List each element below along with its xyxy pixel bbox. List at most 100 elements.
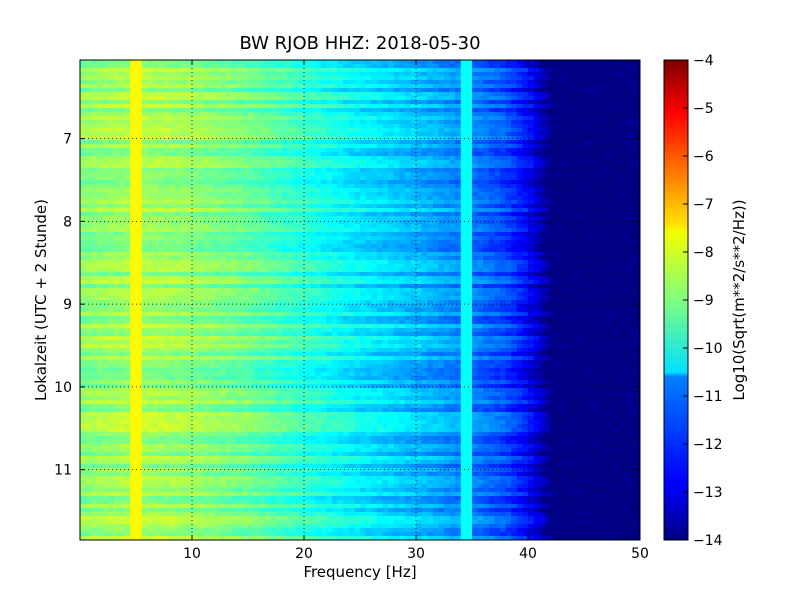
heatmap-cell [197,68,204,73]
heatmap-cell [416,240,423,245]
heatmap-cell [102,228,109,233]
heatmap-cell [113,140,120,145]
heatmap-cell [472,136,479,141]
heatmap-cell [164,156,171,161]
heatmap-cell [214,64,221,69]
heatmap-cell [561,220,568,225]
heatmap-cell [544,232,551,237]
heatmap-cell [315,104,322,109]
heatmap-cell [343,108,350,113]
heatmap-cell [203,196,210,201]
heatmap-cell [225,116,232,121]
heatmap-cell [382,236,389,241]
heatmap-cell [483,60,490,65]
heatmap-cell [449,216,456,221]
heatmap-cell [136,88,143,93]
heatmap-cell [472,72,479,77]
heatmap-cell [404,244,411,249]
heatmap-cell [388,192,395,197]
heatmap-cell [483,180,490,185]
heatmap-cell [455,72,462,77]
heatmap-cell [578,156,585,161]
heatmap-cell [180,252,187,257]
heatmap-cell [584,132,591,137]
heatmap-cell [287,160,294,165]
heatmap-cell [421,148,428,153]
heatmap-cell [561,244,568,249]
heatmap-cell [444,124,451,129]
heatmap-cell [365,112,372,117]
heatmap-cell [197,212,204,217]
heatmap-cell [539,64,546,69]
heatmap-cell [410,104,417,109]
heatmap-cell [410,184,417,189]
heatmap-cell [511,172,518,177]
heatmap-cell [276,96,283,101]
heatmap-cell [326,252,333,257]
heatmap-cell [382,92,389,97]
heatmap-cell [600,96,607,101]
heatmap-cell [544,220,551,225]
heatmap-cell [320,236,327,241]
heatmap-cell [164,148,171,153]
heatmap-cell [315,60,322,65]
heatmap-cell [460,168,467,173]
heatmap-cell [320,128,327,133]
heatmap-cell [483,208,490,213]
heatmap-cell [337,152,344,157]
heatmap-cell [225,188,232,193]
heatmap-cell [158,216,165,221]
heatmap-cell [550,236,557,241]
heatmap-cell [354,224,361,229]
heatmap-cell [617,180,624,185]
heatmap-cell [494,184,501,189]
heatmap-cell [259,148,266,153]
heatmap-cell [102,112,109,117]
heatmap-cell [91,256,98,261]
heatmap-cell [360,252,367,257]
heatmap-cell [152,212,159,217]
heatmap-cell [438,68,445,73]
heatmap-cell [208,132,215,137]
heatmap-cell [231,208,238,213]
heatmap-cell [416,212,423,217]
heatmap-cell [287,224,294,229]
heatmap-cell [91,160,98,165]
heatmap-cell [556,68,563,73]
heatmap-cell [208,148,215,153]
heatmap-cell [556,252,563,257]
heatmap-cell [427,176,434,181]
heatmap-cell [393,184,400,189]
heatmap-cell [164,192,171,197]
heatmap-cell [130,224,137,229]
heatmap-cell [427,172,434,177]
heatmap-cell [572,148,579,153]
heatmap-cell [276,108,283,113]
heatmap-cell [220,208,227,213]
heatmap-cell [612,68,619,73]
heatmap-cell [91,200,98,205]
heatmap-cell [225,140,232,145]
heatmap-cell [309,116,316,121]
heatmap-cell [449,80,456,85]
heatmap-cell [432,256,439,261]
heatmap-cell [136,248,143,253]
heatmap-cell [561,180,568,185]
heatmap-cell [298,96,305,101]
heatmap-cell [494,176,501,181]
heatmap-cell [270,68,277,73]
heatmap-cell [175,76,182,81]
heatmap-cell [522,120,529,125]
heatmap-cell [427,60,434,65]
heatmap-cell [130,168,137,173]
heatmap-cell [382,224,389,229]
heatmap-cell [270,216,277,221]
heatmap-cell [376,200,383,205]
heatmap-cell [80,224,87,229]
heatmap-cell [544,68,551,73]
heatmap-cell [332,256,339,261]
heatmap-cell [248,180,255,185]
heatmap-cell [623,84,630,89]
heatmap-cell [516,232,523,237]
heatmap-cell [264,64,271,69]
